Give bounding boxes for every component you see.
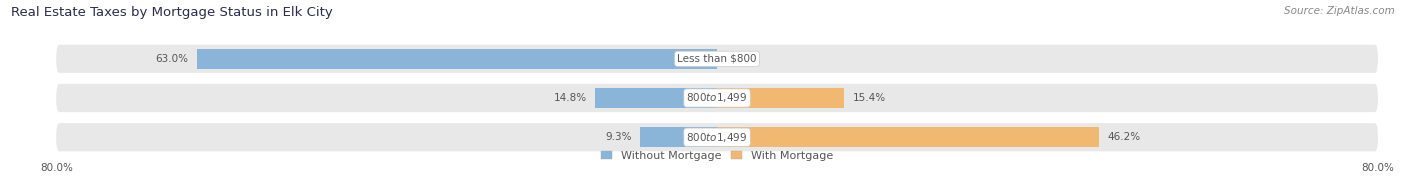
Text: $800 to $1,499: $800 to $1,499 bbox=[686, 131, 748, 144]
Bar bbox=[197, 49, 717, 69]
Bar bbox=[640, 127, 717, 147]
Text: 14.8%: 14.8% bbox=[554, 93, 586, 103]
Text: 63.0%: 63.0% bbox=[156, 54, 188, 64]
Text: 0.0%: 0.0% bbox=[734, 54, 759, 64]
Bar bbox=[595, 88, 717, 108]
FancyBboxPatch shape bbox=[56, 45, 1378, 73]
FancyBboxPatch shape bbox=[56, 123, 1378, 151]
Text: Real Estate Taxes by Mortgage Status in Elk City: Real Estate Taxes by Mortgage Status in … bbox=[11, 6, 333, 19]
Text: Less than $800: Less than $800 bbox=[678, 54, 756, 64]
Text: Source: ZipAtlas.com: Source: ZipAtlas.com bbox=[1284, 6, 1395, 16]
Text: 9.3%: 9.3% bbox=[606, 132, 631, 142]
Text: $800 to $1,499: $800 to $1,499 bbox=[686, 92, 748, 104]
Text: 46.2%: 46.2% bbox=[1107, 132, 1140, 142]
FancyBboxPatch shape bbox=[56, 84, 1378, 112]
Text: 15.4%: 15.4% bbox=[852, 93, 886, 103]
Bar bbox=[717, 127, 1098, 147]
Bar bbox=[717, 88, 844, 108]
Legend: Without Mortgage, With Mortgage: Without Mortgage, With Mortgage bbox=[596, 146, 838, 165]
